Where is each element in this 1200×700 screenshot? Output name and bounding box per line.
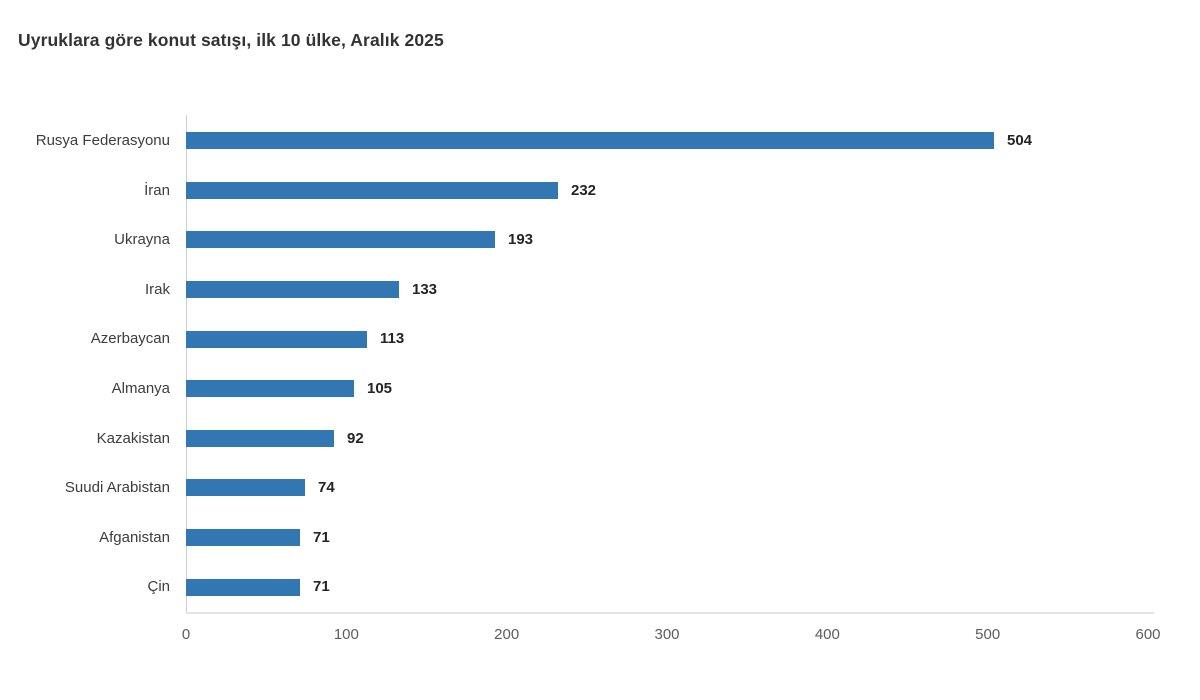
chart-row: Azerbaycan 113 — [0, 314, 1200, 364]
value-label: 105 — [367, 380, 393, 397]
chart-row: Rusya Federasyonu 504 — [0, 116, 1200, 166]
value-label: 193 — [508, 231, 534, 249]
category-label: Suudi Arabistan — [64, 479, 170, 497]
y-axis-line — [186, 115, 187, 612]
value-label: 133 — [412, 280, 438, 298]
value-label: 71 — [313, 528, 330, 546]
value-label: 92 — [347, 429, 364, 447]
category-label: Afganistan — [99, 528, 170, 546]
chart-title: Uyruklara göre konut satışı, ilk 10 ülke… — [18, 30, 444, 50]
x-tick-label: 200 — [494, 626, 520, 643]
bar — [186, 330, 367, 348]
x-tick-label: 0 — [181, 626, 191, 643]
value-label: 74 — [318, 479, 335, 497]
category-label: Kazakistan — [96, 429, 170, 447]
chart-row: Afganistan 71 — [0, 513, 1200, 563]
bar — [186, 578, 300, 596]
bar — [186, 479, 305, 497]
x-tick-label: 400 — [814, 626, 840, 643]
chart-row: Çin 71 — [0, 562, 1200, 612]
x-tick-label: 300 — [654, 626, 680, 643]
chart-row: Ukrayna 193 — [0, 215, 1200, 265]
category-label: Azerbaycan — [90, 330, 170, 348]
category-label: Çin — [147, 578, 170, 596]
category-label: Almanya — [111, 380, 170, 397]
bar — [186, 231, 495, 249]
chart-row: İran 232 — [0, 166, 1200, 216]
x-tick-label: 100 — [333, 626, 359, 643]
value-label: 113 — [380, 330, 405, 348]
bar — [186, 181, 558, 199]
value-label: 71 — [313, 578, 330, 596]
category-label: Irak — [144, 280, 170, 298]
bar — [186, 380, 354, 398]
value-label: 232 — [571, 181, 597, 199]
category-label: Ukrayna — [114, 231, 170, 249]
x-tick-label: 600 — [1135, 626, 1161, 643]
x-axis-line — [186, 612, 1154, 614]
chart-row: Kazakistan 92 — [0, 414, 1200, 464]
chart-row: Suudi Arabistan 74 — [0, 463, 1200, 513]
bar — [186, 429, 334, 447]
value-label: 504 — [1007, 132, 1033, 149]
bar — [186, 281, 399, 299]
x-tick-label: 500 — [975, 626, 1001, 643]
bar — [186, 529, 300, 547]
category-label: Rusya Federasyonu — [35, 132, 170, 149]
bar — [186, 132, 994, 150]
chart-row: Irak 133 — [0, 265, 1200, 315]
chart-row: Almanya 105 — [0, 364, 1200, 414]
category-label: İran — [144, 181, 170, 199]
